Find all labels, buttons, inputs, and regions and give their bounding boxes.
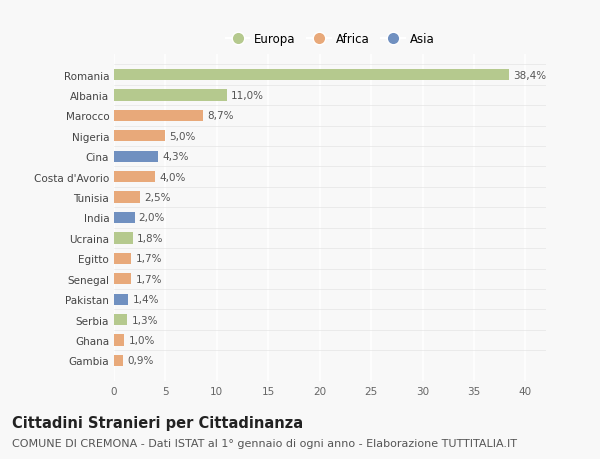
Bar bbox=[114, 192, 140, 203]
Bar bbox=[114, 172, 155, 183]
Bar bbox=[114, 274, 131, 285]
Text: 8,7%: 8,7% bbox=[208, 111, 234, 121]
Text: 2,0%: 2,0% bbox=[139, 213, 165, 223]
Bar bbox=[114, 294, 128, 305]
Text: 1,8%: 1,8% bbox=[137, 233, 163, 243]
Bar bbox=[114, 90, 227, 101]
Text: 11,0%: 11,0% bbox=[231, 91, 264, 101]
Text: 1,7%: 1,7% bbox=[136, 254, 162, 264]
Bar bbox=[114, 314, 127, 325]
Bar bbox=[114, 253, 131, 264]
Text: 0,9%: 0,9% bbox=[127, 356, 154, 365]
Text: 2,5%: 2,5% bbox=[144, 193, 170, 203]
Bar bbox=[114, 233, 133, 244]
Text: 38,4%: 38,4% bbox=[513, 71, 546, 80]
Text: 4,0%: 4,0% bbox=[159, 172, 185, 182]
Bar bbox=[114, 151, 158, 162]
Text: COMUNE DI CREMONA - Dati ISTAT al 1° gennaio di ogni anno - Elaborazione TUTTITA: COMUNE DI CREMONA - Dati ISTAT al 1° gen… bbox=[12, 438, 517, 448]
Text: 1,3%: 1,3% bbox=[131, 315, 158, 325]
Text: 4,3%: 4,3% bbox=[163, 152, 189, 162]
Bar bbox=[114, 111, 203, 122]
Text: 1,4%: 1,4% bbox=[133, 295, 159, 304]
Text: 5,0%: 5,0% bbox=[170, 132, 196, 141]
Bar bbox=[114, 355, 123, 366]
Bar bbox=[114, 70, 509, 81]
Bar bbox=[114, 213, 134, 224]
Text: Cittadini Stranieri per Cittadinanza: Cittadini Stranieri per Cittadinanza bbox=[12, 415, 303, 431]
Bar bbox=[114, 335, 124, 346]
Text: 1,0%: 1,0% bbox=[128, 335, 155, 345]
Text: 1,7%: 1,7% bbox=[136, 274, 162, 284]
Legend: Europa, Africa, Asia: Europa, Africa, Asia bbox=[221, 28, 439, 51]
Bar bbox=[114, 131, 166, 142]
